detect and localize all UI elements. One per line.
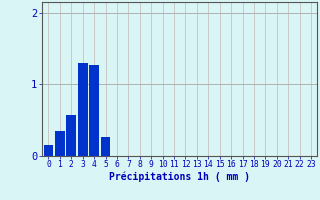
Bar <box>55 131 65 156</box>
Bar <box>78 63 88 156</box>
Bar <box>67 115 76 156</box>
Bar <box>89 65 99 156</box>
Bar <box>101 137 110 156</box>
Bar <box>44 145 53 156</box>
X-axis label: Précipitations 1h ( mm ): Précipitations 1h ( mm ) <box>109 172 250 182</box>
